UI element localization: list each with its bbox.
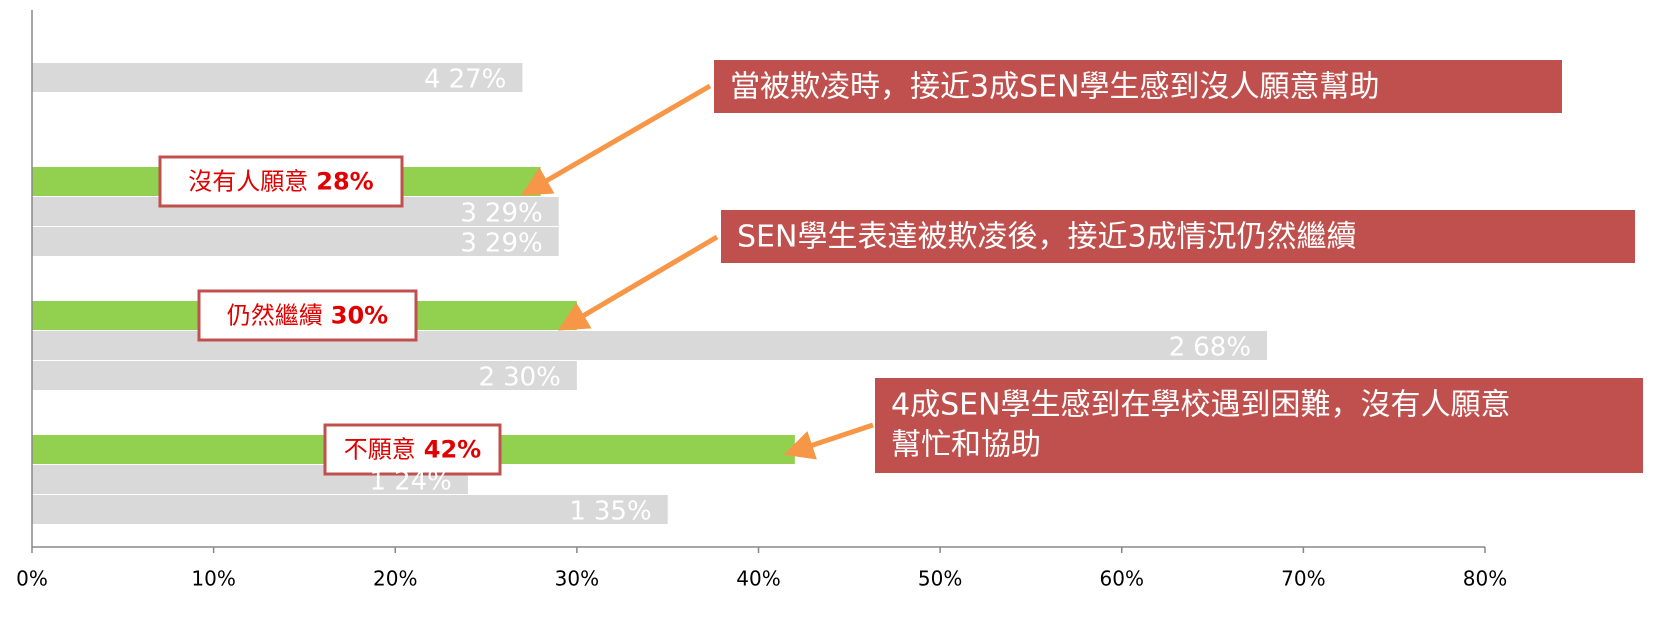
x-tick-label: 30% (555, 567, 599, 591)
data-label: 4 27% (424, 64, 506, 94)
annotation-text: 當被欺凌時，接近3成SEN學生感到沒人願意幫助 (730, 70, 1380, 105)
annotation-text: 幫忙和協助 (891, 428, 1041, 463)
bar (32, 495, 668, 524)
label-box (197, 289, 418, 342)
x-tick-label: 10% (191, 567, 235, 591)
category-label: 仍然繼續 (227, 302, 323, 330)
x-tick-label: 60% (1100, 567, 1144, 591)
value-label: 29% (485, 228, 543, 258)
category-label: 不願意 (344, 436, 416, 464)
x-tick-label: 70% (1281, 567, 1325, 591)
category-label: 1 (370, 466, 387, 496)
bar (32, 63, 523, 92)
value-label: 29% (485, 198, 543, 228)
data-label: 2 68% (1169, 332, 1251, 362)
annotation-text: 4成SEN學生感到在學校遇到困難，沒有人願意 (891, 388, 1511, 423)
bar (32, 361, 577, 390)
x-tick-label: 50% (918, 567, 962, 591)
category-label: 3 (460, 228, 477, 258)
data-label: 仍然繼續 30% (227, 302, 388, 330)
value-label: 27% (449, 64, 507, 94)
data-label: 1 24% (370, 466, 452, 496)
value-label: 30% (331, 302, 388, 330)
value-label: 30% (503, 362, 561, 392)
bar (32, 227, 559, 256)
data-label: 1 35% (569, 496, 651, 526)
x-tick-label: 40% (736, 567, 780, 591)
category-label: 4 (424, 64, 441, 94)
data-label: 沒有人願意 28% (188, 168, 373, 196)
annotation-box (721, 210, 1635, 263)
data-label: 不願意 42% (344, 436, 481, 464)
label-box (158, 155, 404, 208)
annotation-text: SEN學生表達被欺凌後，接近3成情況仍然繼續 (737, 220, 1357, 255)
label-box (323, 423, 502, 476)
value-label: 42% (424, 436, 481, 464)
data-label: 2 30% (479, 362, 561, 392)
value-label: 68% (1193, 332, 1251, 362)
value-label: 28% (316, 168, 373, 196)
annotation-arrow (558, 234, 719, 331)
data-label: 3 29% (460, 198, 542, 228)
annotation-box (714, 60, 1562, 113)
category-label: 2 (1169, 332, 1186, 362)
x-tick-label: 0% (16, 567, 48, 591)
category-label: 2 (479, 362, 496, 392)
category-label: 1 (569, 496, 586, 526)
annotation-arrow (521, 83, 712, 196)
annotation-box (875, 378, 1643, 473)
annotation-arrow (783, 422, 874, 460)
value-label: 24% (394, 466, 452, 496)
value-label: 35% (594, 496, 652, 526)
category-label: 沒有人願意 (188, 168, 308, 196)
x-tick-label: 20% (373, 567, 417, 591)
data-label: 3 29% (460, 228, 542, 258)
x-tick-label: 80% (1463, 567, 1507, 591)
category-label: 3 (460, 198, 477, 228)
